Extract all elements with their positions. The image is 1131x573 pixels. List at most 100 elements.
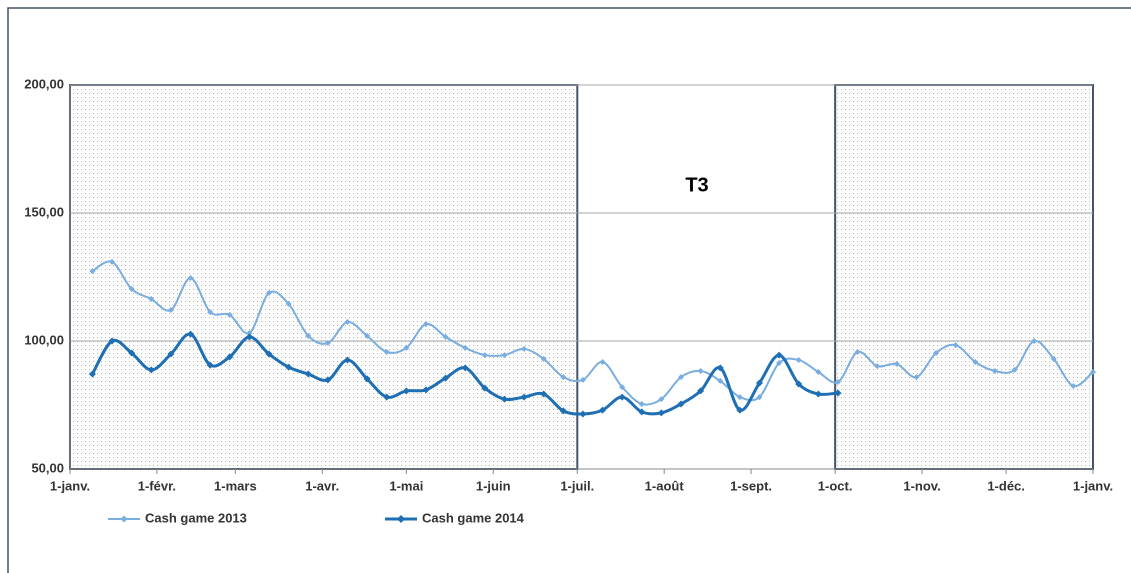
point-marker [187, 275, 194, 282]
point-marker [383, 393, 391, 401]
point-marker [795, 380, 803, 388]
point-marker [559, 407, 567, 415]
point-marker [402, 387, 410, 395]
point-marker [736, 406, 744, 414]
x-tick-label: 1-oct. [818, 478, 853, 493]
point-marker [697, 387, 705, 395]
shaded-regions [69, 84, 1094, 470]
point-marker [814, 390, 822, 398]
point-marker [540, 390, 548, 398]
point-marker [1070, 383, 1077, 390]
x-tick-label: 1-nov. [903, 478, 940, 493]
point-marker [109, 258, 116, 265]
chart-frame [7, 7, 1131, 573]
point-marker [88, 370, 96, 378]
point-marker [579, 376, 586, 383]
point-marker [1050, 355, 1057, 362]
point-marker [285, 300, 292, 307]
point-marker [1011, 366, 1018, 373]
series-line [91, 260, 1094, 406]
grid [69, 84, 1094, 474]
point-marker [265, 289, 272, 296]
y-tick-label: 100,00 [24, 332, 64, 347]
point-marker [952, 342, 959, 349]
x-tick-label: 1-juin [476, 478, 511, 493]
point-marker [206, 361, 214, 369]
point-marker [500, 395, 508, 403]
point-marker [343, 356, 351, 364]
point-marker [324, 340, 331, 347]
point-marker [442, 333, 449, 340]
point-marker [775, 351, 783, 359]
point-marker [422, 321, 429, 328]
annotation: T3 [685, 174, 708, 196]
x-tick-label: 1-avr. [305, 478, 339, 493]
point-marker [756, 394, 763, 401]
point-marker [677, 374, 684, 381]
point-marker [344, 319, 351, 326]
shaded-region [69, 84, 579, 470]
point-marker [717, 377, 724, 384]
point-marker [128, 349, 136, 357]
point-marker [599, 358, 606, 365]
legend-label: Cash game 2013 [145, 510, 247, 525]
point-marker [148, 296, 155, 303]
point-marker [383, 349, 390, 356]
x-tick-label: 1-janv. [50, 478, 90, 493]
point-marker [854, 349, 861, 356]
point-marker [1031, 338, 1038, 344]
point-marker [579, 410, 587, 418]
y-tick-label: 200,00 [24, 76, 64, 91]
point-marker [226, 353, 234, 361]
point-marker [1090, 368, 1096, 375]
point-marker [658, 396, 665, 403]
point-marker [697, 367, 704, 374]
x-tick-label: 1-août [645, 478, 685, 493]
legend-marker [397, 515, 405, 523]
point-marker [324, 376, 332, 384]
point-marker [933, 350, 940, 357]
point-marker [285, 363, 293, 371]
point-marker [893, 361, 900, 368]
point-marker [128, 286, 135, 293]
shaded-region [834, 84, 1094, 470]
point-marker [108, 337, 116, 345]
x-tick-label: 1-mars [214, 478, 257, 493]
point-marker [246, 330, 253, 337]
point-marker [501, 352, 508, 359]
point-marker [776, 360, 783, 367]
point-marker [540, 355, 547, 362]
point-marker [991, 367, 998, 374]
series-lines [88, 258, 1096, 418]
point-marker [619, 384, 626, 391]
point-marker [89, 268, 96, 275]
point-marker [755, 379, 763, 387]
point-marker [226, 311, 233, 318]
point-marker [815, 368, 822, 375]
point-marker [147, 366, 155, 374]
point-marker [363, 375, 371, 383]
point-marker [167, 350, 175, 358]
point-marker [795, 356, 802, 363]
point-marker [736, 394, 743, 401]
point-marker [187, 330, 195, 338]
x-tick-label: 1-sept. [730, 478, 772, 493]
point-marker [972, 358, 979, 365]
point-marker [520, 393, 528, 401]
point-marker [245, 333, 253, 341]
point-marker [834, 378, 841, 385]
point-marker [481, 384, 489, 392]
x-tick-label: 1-déc. [987, 478, 1025, 493]
point-marker [618, 393, 626, 401]
point-marker [677, 400, 685, 408]
y-tick-label: 150,00 [24, 204, 64, 219]
point-marker [364, 332, 371, 339]
point-marker [657, 409, 665, 417]
point-marker [638, 408, 646, 416]
point-marker [462, 344, 469, 351]
y-tick-label: 50,00 [31, 460, 64, 475]
point-marker [422, 386, 430, 394]
legend-label: Cash game 2014 [422, 510, 525, 525]
point-marker [304, 370, 312, 378]
